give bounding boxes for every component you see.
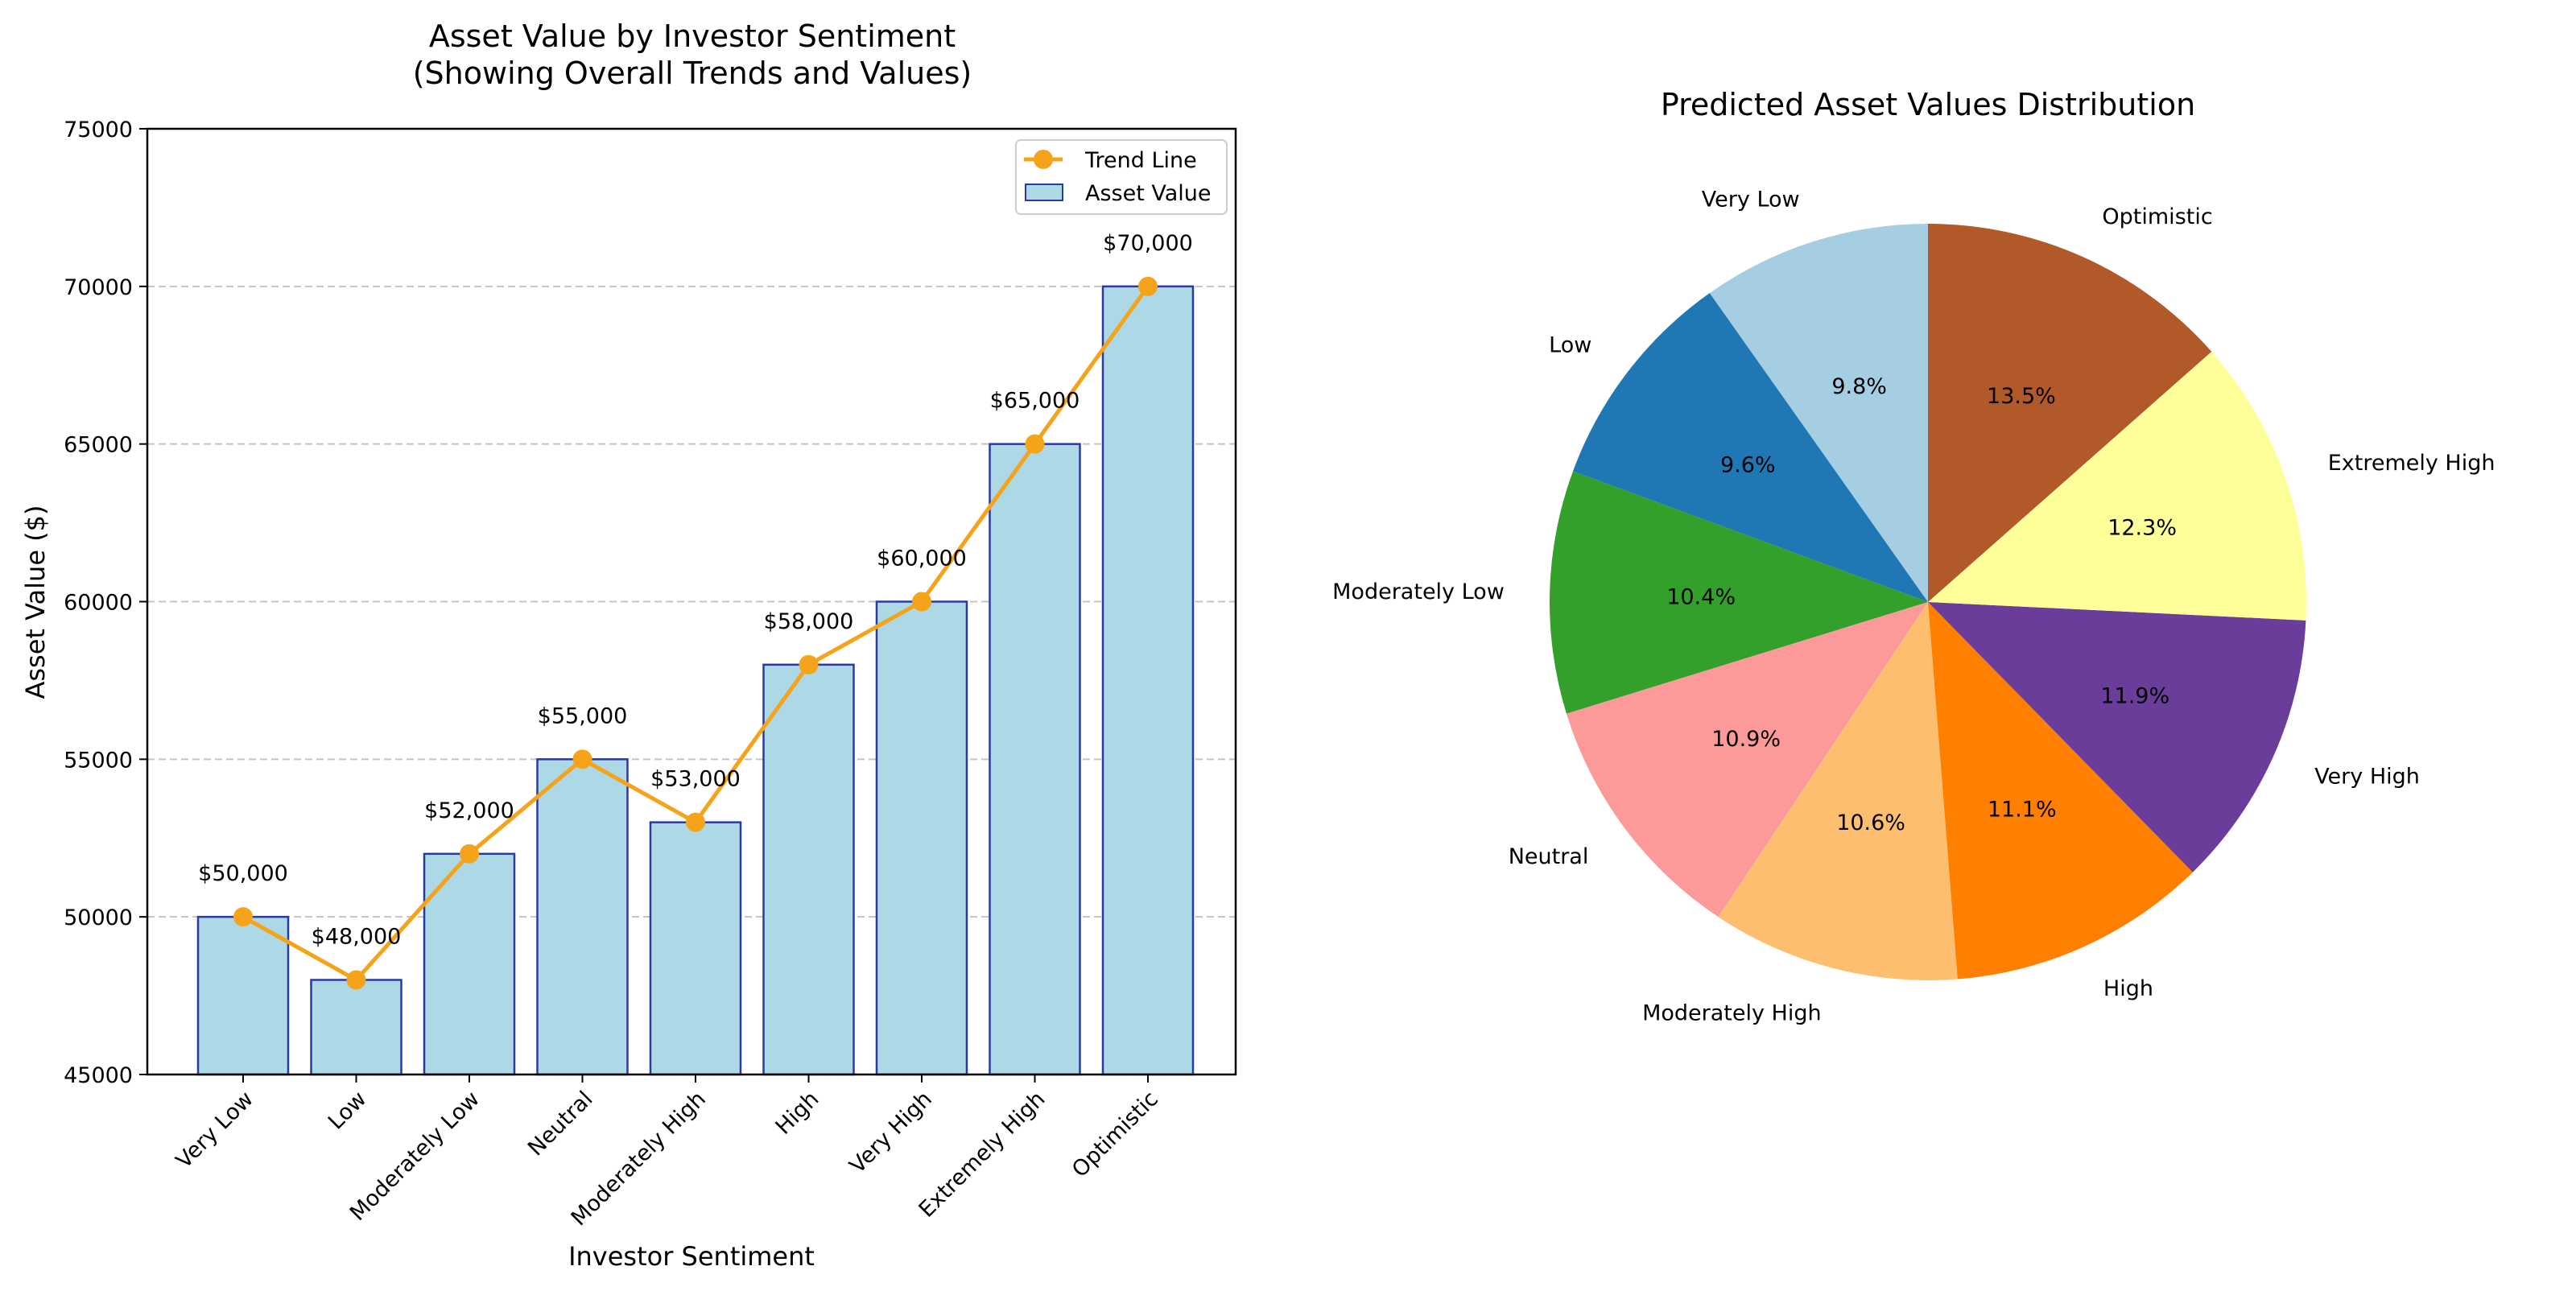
bar-chart-y-axis-ticks: 45000 50000 55000 60000 65000 70000 75000 bbox=[64, 118, 147, 1088]
trend-point bbox=[799, 654, 819, 674]
x-tick-label: High bbox=[771, 1087, 824, 1140]
pie-category-label: Optimistic bbox=[2102, 204, 2212, 229]
bar bbox=[649, 821, 742, 1076]
data-label: $60,000 bbox=[877, 547, 967, 571]
pie-percent-label: 10.6% bbox=[1836, 810, 1905, 835]
bar bbox=[310, 979, 402, 1076]
pie-percent-label: 11.1% bbox=[1988, 798, 2057, 823]
pie-percent-label: 13.5% bbox=[1987, 384, 2056, 409]
x-tick-label: Low bbox=[324, 1087, 372, 1135]
trend-point bbox=[233, 907, 253, 927]
pie-percent-label: 9.6% bbox=[1720, 452, 1776, 477]
bar bbox=[989, 443, 1081, 1076]
pie-category-label: Extremely High bbox=[2328, 451, 2496, 476]
y-tick-label: 70000 bbox=[64, 275, 133, 300]
pie-category-label: Low bbox=[1549, 333, 1591, 358]
pie-slice bbox=[1928, 602, 2193, 980]
pie-category-label: Very Low bbox=[1702, 187, 1800, 212]
pie-category-label: Neutral bbox=[1509, 844, 1589, 869]
trend-point bbox=[1138, 276, 1158, 296]
pie-category-labels: Very Low Low Moderately Low Neutral Moderate… bbox=[1332, 187, 2495, 1025]
legend-trend-line-label: Trend Line bbox=[1084, 148, 1197, 173]
bar-chart-y-axis-label: Asset Value ($) bbox=[20, 505, 51, 699]
pie-slice bbox=[1928, 224, 2212, 602]
trend-line-series bbox=[233, 276, 1158, 990]
y-tick-label: 45000 bbox=[64, 1063, 133, 1088]
pie-slice bbox=[1566, 602, 1928, 918]
pie-slice bbox=[1928, 602, 2306, 872]
pie-percent-label: 12.3% bbox=[2107, 516, 2177, 541]
bar-chart-bars bbox=[196, 285, 1195, 1076]
bar bbox=[196, 915, 290, 1076]
bar bbox=[1101, 285, 1195, 1076]
y-tick-label: 75000 bbox=[64, 118, 133, 142]
pie-slice bbox=[1550, 471, 1928, 714]
pie-percent-label: 9.8% bbox=[1831, 374, 1887, 399]
data-label: $53,000 bbox=[650, 767, 741, 792]
data-label: $50,000 bbox=[198, 861, 288, 886]
bar-chart: Asset Value by Investor Sentiment (Showi… bbox=[20, 19, 1237, 1272]
x-tick-label: Neutral bbox=[523, 1087, 597, 1161]
y-tick-label: 60000 bbox=[64, 591, 133, 616]
trend-point bbox=[572, 749, 592, 769]
y-tick-label: 55000 bbox=[64, 748, 133, 773]
pie-slice bbox=[1572, 293, 1928, 602]
pie-chart-title: Predicted Asset Values Distribution bbox=[1661, 87, 2195, 122]
data-label: $52,000 bbox=[424, 798, 514, 823]
pie-category-label: Moderately High bbox=[1642, 1000, 1822, 1025]
data-label: $55,000 bbox=[538, 703, 628, 728]
bar-chart-title-line-2: (Showing Overall Trends and Values) bbox=[413, 56, 972, 91]
pie-percent-label: 10.4% bbox=[1666, 584, 1736, 609]
bar-chart-legend: Trend Line Asset Value bbox=[1015, 139, 1228, 215]
legend-asset-value-label: Asset Value bbox=[1085, 181, 1212, 206]
legend-asset-value-swatch bbox=[1025, 184, 1063, 201]
bar-chart-x-axis-label: Investor Sentiment bbox=[568, 1241, 815, 1272]
pie-percent-label: 10.9% bbox=[1711, 727, 1781, 752]
pie-category-label: Very High bbox=[2314, 765, 2420, 790]
pie-slice bbox=[1718, 602, 1958, 980]
pie-category-label: Moderately Low bbox=[1332, 580, 1505, 604]
bar bbox=[762, 663, 855, 1076]
pie-percent-labels: 9.8% 9.6% 10.4% 10.9% 10.6% 11.1% 11.9% 12.3% 13… bbox=[1666, 374, 2177, 835]
y-tick-label: 50000 bbox=[64, 905, 133, 930]
data-label: $65,000 bbox=[990, 389, 1080, 414]
trend-point bbox=[460, 843, 479, 864]
trend-point bbox=[1025, 434, 1045, 454]
pie-category-label: High bbox=[2103, 976, 2153, 1001]
pie-slice bbox=[1928, 351, 2307, 621]
y-tick-label: 65000 bbox=[64, 433, 133, 458]
trend-point bbox=[912, 592, 931, 612]
data-label: $48,000 bbox=[312, 925, 402, 950]
trend-point bbox=[346, 970, 366, 990]
x-tick-label: Very Low bbox=[171, 1087, 258, 1173]
pie-chart: Predicted Asset Values Distribution 9.8%… bbox=[1332, 87, 2495, 1025]
bar bbox=[536, 758, 629, 1076]
bar bbox=[875, 600, 968, 1076]
x-tick-label: Very High bbox=[845, 1087, 937, 1178]
data-label: $70,000 bbox=[1103, 231, 1193, 256]
trend-point bbox=[686, 812, 705, 832]
x-tick-label: Optimistic bbox=[1067, 1087, 1163, 1182]
data-label: $58,000 bbox=[764, 609, 854, 634]
pie-percent-label: 11.9% bbox=[2100, 684, 2169, 709]
bar-chart-title-line-1: Asset Value by Investor Sentiment bbox=[429, 19, 956, 54]
pie-slices bbox=[1550, 224, 2307, 980]
bar-chart-data-labels: $50,000 $48,000 $52,000 $55,000 $53,000 $58,0… bbox=[198, 231, 1193, 950]
legend-trend-line-marker bbox=[1034, 150, 1053, 169]
pie-slice bbox=[1709, 224, 1928, 602]
legend-frame bbox=[1015, 139, 1228, 215]
x-tick-label: Extremely High bbox=[914, 1087, 1051, 1223]
